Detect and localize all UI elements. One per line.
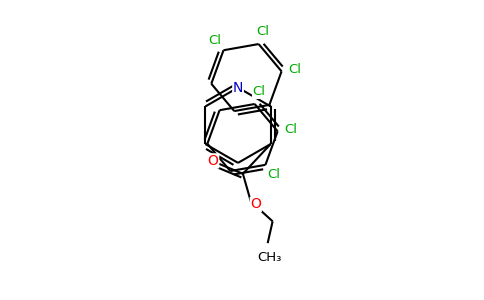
Text: N: N — [233, 81, 243, 94]
Text: Cl: Cl — [267, 168, 280, 181]
Text: CH₃: CH₃ — [257, 251, 282, 264]
Text: Cl: Cl — [284, 123, 297, 136]
Text: O: O — [250, 197, 261, 212]
Text: Cl: Cl — [257, 26, 270, 38]
Text: Cl: Cl — [288, 63, 301, 76]
Text: O: O — [208, 154, 219, 168]
Text: Cl: Cl — [253, 85, 266, 98]
Text: Cl: Cl — [209, 34, 222, 47]
